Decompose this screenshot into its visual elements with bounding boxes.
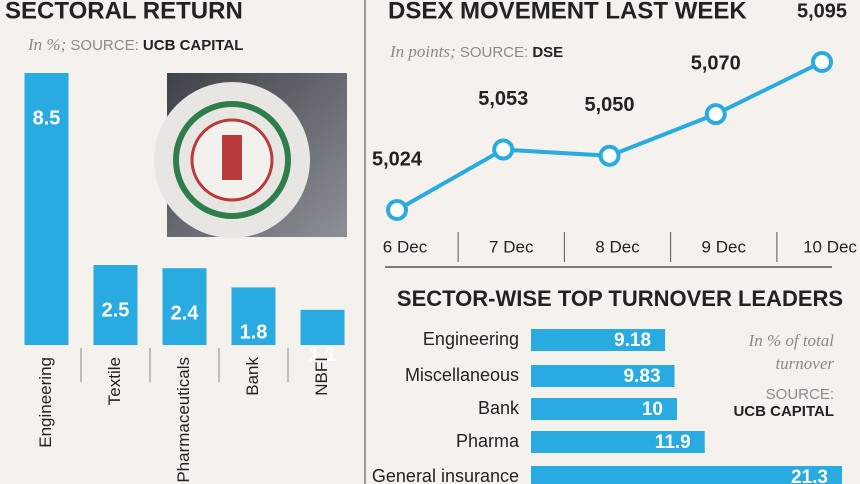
unit-note: In points; — [390, 42, 456, 61]
source-box: SOURCE: UCB CAPITAL — [712, 386, 834, 420]
source-label: SOURCE: — [459, 44, 529, 61]
chart-title: DSEX MOVEMENT LAST WEEK — [388, 0, 747, 24]
x-tick-label: Engineering — [36, 357, 55, 448]
point — [386, 199, 408, 221]
bar — [531, 398, 677, 420]
value-label: 11.9 — [655, 432, 691, 453]
value-label: 9.18 — [614, 330, 651, 351]
bar — [531, 365, 675, 387]
unit-note: In %; — [28, 35, 67, 54]
point — [811, 51, 833, 73]
y-tick-label: General insurance — [372, 466, 519, 484]
bar — [93, 265, 138, 345]
value-label: 8.5 — [33, 107, 61, 129]
x-tick-label: 9 Dec — [702, 237, 747, 256]
bar — [162, 268, 207, 345]
source: UCB CAPITAL — [733, 403, 834, 420]
subtitle: In points; SOURCE: DSE — [390, 42, 563, 62]
x-tick-label: Textile — [105, 357, 124, 405]
point — [598, 144, 621, 167]
line — [396, 60, 823, 212]
point — [492, 138, 515, 161]
source: UCB CAPITAL — [142, 37, 244, 54]
value-label: 5,070 — [691, 52, 741, 74]
x-tick-label: 7 Dec — [489, 237, 534, 256]
value-label: 1.8 — [240, 322, 268, 344]
bar — [24, 73, 69, 345]
point — [704, 103, 727, 126]
bar — [531, 329, 666, 351]
bar — [300, 309, 345, 345]
bar — [531, 466, 842, 484]
y-tick-label: Engineering — [423, 329, 519, 349]
x-tick-label: 6 Dec — [383, 237, 428, 256]
x-tick-label: Bank — [243, 357, 262, 396]
value-label: 9.83 — [624, 366, 661, 387]
y-tick-label: Pharma — [456, 431, 520, 451]
chart-title: SECTOR-WISE TOP TURNOVER LEADERS — [397, 286, 843, 311]
x-tick-label: NBFI — [312, 357, 331, 396]
photo — [154, 73, 347, 238]
subtitle: In %; SOURCE: UCB CAPITAL — [28, 35, 243, 55]
value-label: 2.4 — [171, 302, 200, 324]
value-label: 21.3 — [791, 467, 828, 484]
value-label: 5,095 — [797, 0, 847, 22]
value-label: 2.5 — [102, 299, 130, 321]
y-tick-label: Bank — [478, 398, 520, 418]
bar — [531, 431, 705, 453]
x-tick-label: 10 Dec — [803, 237, 857, 256]
chart-title: SECTORAL RETURN — [5, 0, 243, 24]
source-label: SOURCE: — [765, 386, 834, 403]
x-tick-label: Pharmaceuticals — [174, 357, 193, 483]
bar — [231, 287, 276, 345]
y-tick-label: Miscellaneous — [405, 365, 519, 385]
unit-note: In % of total turnover — [748, 331, 834, 373]
x-tick-label: 8 Dec — [595, 237, 640, 256]
unit-note-box: In % of total turnover — [712, 330, 834, 376]
value-label: 5,050 — [584, 94, 634, 116]
source-label: SOURCE: — [70, 37, 139, 54]
value-label: 1.1 — [309, 344, 337, 366]
value-label: 5,053 — [478, 88, 528, 110]
source: DSE — [532, 44, 564, 61]
value-label: 10 — [642, 399, 663, 420]
value-label: 5,024 — [372, 148, 423, 170]
